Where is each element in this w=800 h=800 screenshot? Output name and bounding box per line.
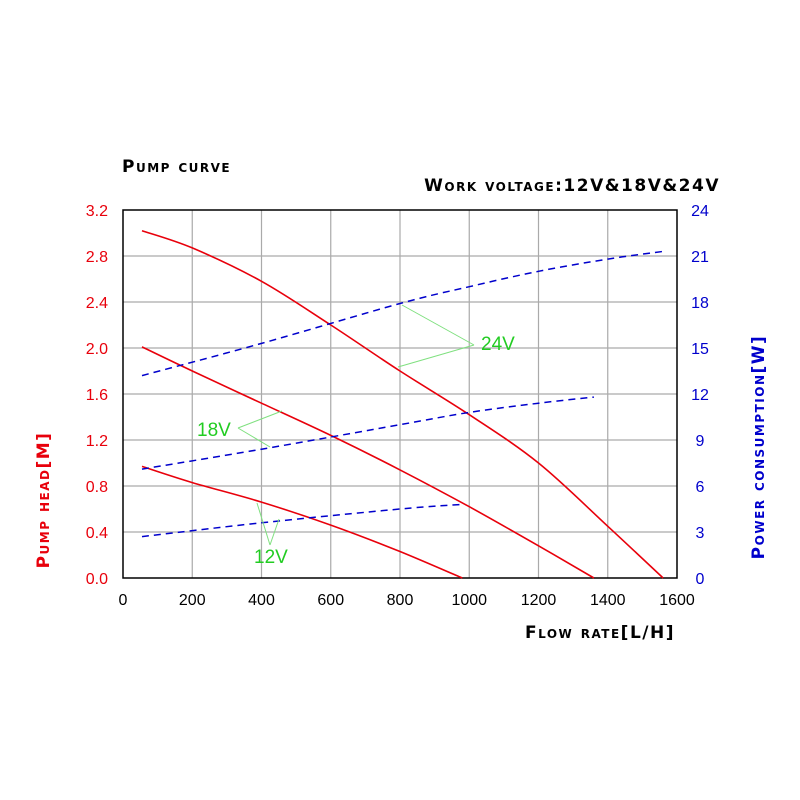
y-right-tick-label: 3 [696, 525, 705, 542]
annotation-leader-line [397, 344, 475, 368]
chart-subtitle: Work voltage:12V&18V&24V [424, 176, 720, 196]
y-left-tick-label: 0.4 [86, 525, 108, 542]
y-right-tick-label: 18 [691, 295, 709, 312]
x-tick-label: 800 [387, 592, 414, 609]
y-left-tick-label: 3.2 [86, 203, 108, 220]
y-right-tick-label: 6 [696, 479, 705, 496]
tick-labels: 0 200 400 600 800 1000 1200 1400 1600 0.0 0.4 0.8 1.… [86, 203, 709, 609]
grid [122, 209, 678, 579]
y-right-axis-label: Power consumption[W] [749, 335, 769, 560]
y-left-tick-label: 1.2 [86, 433, 108, 450]
annotation-leader-line [269, 518, 280, 546]
y-left-tick-label: 2.4 [86, 295, 108, 312]
x-tick-label: 1000 [451, 592, 487, 609]
annotations: 24V 18V 12V [197, 304, 515, 568]
y-right-tick-label: 9 [696, 433, 705, 450]
x-tick-label: 1600 [659, 592, 695, 609]
y-right-tick-label: 15 [691, 341, 709, 358]
chart-title: Pump curve [122, 157, 231, 177]
x-tick-label: 600 [317, 592, 344, 609]
series-lines [141, 229, 664, 579]
y-right-tick-label: 24 [691, 203, 709, 220]
x-tick-label: 1200 [521, 592, 557, 609]
y-left-tick-label: 2.0 [86, 341, 108, 358]
annotation-label-24v: 24V [481, 334, 515, 355]
annotation-leader-line [237, 427, 271, 448]
annotation-leader-line [256, 502, 271, 546]
head-curve-12v [141, 465, 463, 579]
y-left-tick-label: 1.6 [86, 387, 108, 404]
annotation-label-18v: 18V [197, 420, 231, 441]
annotation-leader-line [237, 410, 283, 429]
y-left-tick-label: 2.8 [86, 249, 108, 266]
y-right-tick-label: 21 [691, 249, 709, 266]
annotation-label-12v: 12V [254, 547, 288, 568]
power-curve-24v [141, 250, 664, 377]
y-right-tick-label: 12 [691, 387, 709, 404]
x-tick-label: 200 [179, 592, 206, 609]
y-left-tick-label: 0.0 [86, 571, 108, 588]
x-tick-label: 400 [248, 592, 275, 609]
x-axis-label: Flow rate[L/H] [525, 623, 675, 643]
plot-frame [122, 209, 678, 579]
power-curve-18v [141, 396, 594, 470]
annotation-leader-line [401, 304, 475, 346]
y-left-tick-label: 0.8 [86, 479, 108, 496]
x-tick-label: 1400 [590, 592, 626, 609]
y-right-tick-label: 0 [696, 571, 705, 588]
power-curve-12v [141, 503, 463, 538]
y-left-axis-label: Pump head[M] [34, 432, 54, 569]
x-tick-label: 0 [119, 592, 128, 609]
head-curve-24v [141, 229, 664, 579]
head-curve-18v [141, 346, 595, 579]
